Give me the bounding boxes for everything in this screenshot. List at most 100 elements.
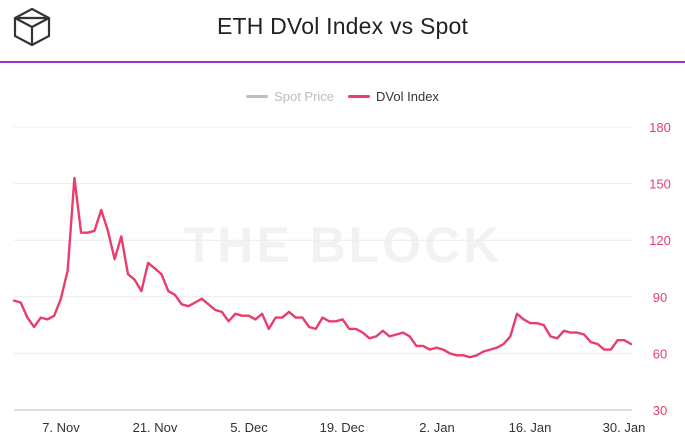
watermark-text: THE BLOCK	[184, 217, 503, 273]
legend-swatch-spot-price	[246, 95, 269, 98]
dvol-data-point	[67, 269, 69, 271]
y-tick-label: 30	[653, 403, 667, 418]
dvol-data-point	[429, 348, 431, 350]
dvol-data-point	[509, 335, 511, 337]
dvol-data-point	[435, 347, 437, 349]
dvol-data-point	[127, 273, 129, 275]
dvol-data-point	[496, 347, 498, 349]
dvol-data-point	[315, 328, 317, 330]
dvol-data-point	[569, 331, 571, 333]
dvol-data-point	[368, 337, 370, 339]
dvol-data-point	[388, 335, 390, 337]
x-tick-label: 7. Nov	[42, 420, 80, 435]
dvol-data-point	[140, 290, 142, 292]
dvol-data-point	[596, 343, 598, 345]
x-tick-label: 30. Jan	[603, 420, 646, 435]
dvol-data-point	[187, 305, 189, 307]
dvol-data-point	[113, 258, 115, 260]
dvol-data-point	[120, 235, 122, 237]
dvol-data-point	[295, 316, 297, 318]
dvol-data-point	[328, 320, 330, 322]
dvol-data-point	[382, 330, 384, 332]
dvol-data-point	[241, 315, 243, 317]
dvol-data-point	[402, 331, 404, 333]
dvol-data-point	[308, 326, 310, 328]
dvol-data-point	[549, 335, 551, 337]
dvol-data-point	[80, 232, 82, 234]
dvol-data-point	[482, 350, 484, 352]
x-tick-label: 19. Dec	[320, 420, 365, 435]
dvol-data-point	[288, 311, 290, 313]
dvol-data-point	[355, 328, 357, 330]
dvol-data-point	[409, 335, 411, 337]
x-tick-label: 21. Nov	[133, 420, 178, 435]
dvol-data-point	[248, 315, 250, 317]
dvol-data-point	[221, 311, 223, 313]
dvol-data-point	[630, 343, 632, 345]
dvol-data-point	[576, 331, 578, 333]
dvol-data-point	[476, 354, 478, 356]
dvol-data-point	[362, 331, 364, 333]
dvol-data-point	[543, 324, 545, 326]
dvol-data-point	[623, 339, 625, 341]
header-divider	[0, 61, 685, 63]
dvol-data-point	[26, 316, 28, 318]
dvol-data-point	[469, 356, 471, 358]
dvol-data-point	[335, 320, 337, 322]
the-block-logo-icon[interactable]	[10, 5, 54, 49]
dvol-data-point	[93, 230, 95, 232]
dvol-data-point	[422, 345, 424, 347]
dvol-data-point	[536, 322, 538, 324]
x-tick-label: 16. Jan	[509, 420, 552, 435]
dvol-data-point	[375, 335, 377, 337]
dvol-data-point	[529, 322, 531, 324]
dvol-data-point	[523, 318, 525, 320]
dvol-data-point	[556, 337, 558, 339]
chart-header: ETH DVol Index vs Spot	[0, 0, 685, 62]
dvol-data-point	[516, 313, 518, 315]
legend-item-dvol-index[interactable]: DVol Index	[348, 89, 439, 104]
dvol-data-point	[415, 345, 417, 347]
chart-title: ETH DVol Index vs Spot	[216, 13, 469, 39]
dvol-data-point	[341, 318, 343, 320]
dvol-data-point	[46, 318, 48, 320]
x-tick-label: 2. Jan	[419, 420, 454, 435]
dvol-data-point	[20, 301, 22, 303]
dvol-data-point	[261, 313, 263, 315]
dvol-data-point	[583, 333, 585, 335]
dvol-data-point	[348, 328, 350, 330]
dvol-data-point	[100, 209, 102, 211]
legend-item-spot-price[interactable]: Spot Price	[246, 89, 334, 104]
dvol-data-point	[154, 267, 156, 269]
dvol-data-point	[616, 339, 618, 341]
dvol-data-point	[227, 320, 229, 322]
dvol-data-point	[321, 316, 323, 318]
dvol-data-point	[53, 315, 55, 317]
y-tick-label: 180	[649, 120, 671, 135]
dvol-data-point	[207, 303, 209, 305]
legend-label-spot-price: Spot Price	[274, 89, 335, 104]
dvol-data-point	[610, 348, 612, 350]
y-tick-label: 120	[649, 233, 671, 248]
dvol-data-point	[87, 232, 89, 234]
y-tick-label: 150	[649, 177, 671, 192]
dvol-data-point	[502, 343, 504, 345]
dvol-data-point	[147, 262, 149, 264]
dvol-data-point	[194, 301, 196, 303]
dvol-data-point	[73, 177, 75, 179]
dvol-data-point	[268, 328, 270, 330]
dvol-data-point	[60, 298, 62, 300]
dvol-index-line	[12, 176, 633, 359]
dvol-data-point	[134, 279, 136, 281]
dvol-data-point	[107, 230, 109, 232]
dvol-data-point	[455, 354, 457, 356]
legend-label-dvol-index: DVol Index	[376, 89, 439, 104]
dvol-data-point	[563, 330, 565, 332]
dvol-data-point	[281, 316, 283, 318]
dvol-data-point	[201, 298, 203, 300]
dvol-data-point	[167, 290, 169, 292]
dvol-data-point	[590, 341, 592, 343]
dvol-data-point	[160, 273, 162, 275]
dvol-data-point	[174, 294, 176, 296]
legend-swatch-dvol-index	[348, 95, 371, 98]
